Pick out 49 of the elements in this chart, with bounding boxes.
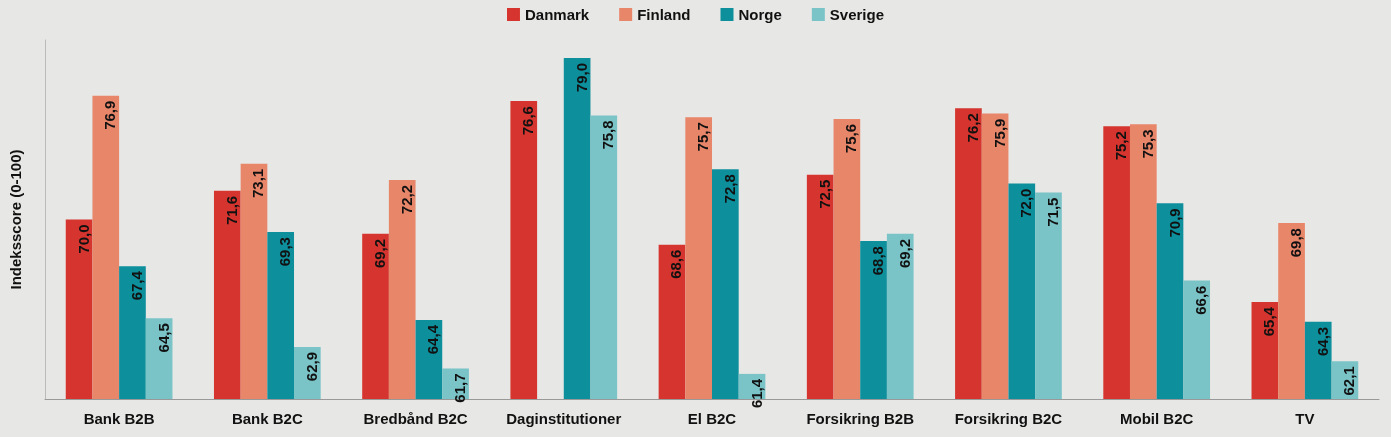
x-tick-label: Mobil B2C	[1119, 410, 1194, 427]
legend-label: Finland	[637, 6, 691, 23]
x-tick-label: Bank B2B	[83, 410, 155, 427]
data-label: 75,7	[694, 122, 712, 152]
data-label: 73,1	[249, 168, 267, 199]
data-label: 61,7	[451, 373, 469, 403]
x-tick-label: Bredbånd B2C	[363, 410, 468, 427]
data-label: 64,3	[1313, 326, 1331, 357]
legend-label: Sverige	[829, 6, 885, 23]
data-label: 75,9	[990, 118, 1008, 148]
x-tick-label: Forsikring B2C	[954, 410, 1063, 427]
data-label: 72,5	[815, 179, 833, 209]
data-label: 68,6	[667, 249, 685, 279]
data-label: 70,0	[74, 224, 92, 254]
legend-label: Norge	[738, 6, 782, 23]
x-tick-label: El B2C	[687, 410, 737, 427]
x-tick-label: Bank B2C	[231, 410, 303, 427]
data-label: 72,8	[720, 174, 738, 204]
data-label: 76,6	[519, 106, 537, 136]
data-label: 71,6	[222, 195, 240, 225]
data-label: 76,9	[101, 100, 119, 130]
data-label: 64,5	[154, 323, 172, 353]
legend-label: Danmark	[524, 6, 590, 23]
x-tick-label: TV	[1295, 410, 1315, 427]
data-label: 72,0	[1017, 188, 1035, 218]
data-label: 69,3	[276, 237, 294, 267]
data-label: 70,9	[1165, 208, 1183, 238]
data-label: 75,2	[1112, 131, 1130, 161]
data-label: 69,2	[371, 238, 389, 269]
data-label: 67,4	[127, 270, 145, 301]
x-tick-label: Daginstitutioner	[506, 410, 622, 427]
data-label: 69,2	[895, 238, 913, 269]
data-label: 61,4	[747, 378, 765, 409]
data-label: 75,3	[1138, 129, 1156, 159]
data-label: 75,8	[599, 120, 617, 150]
data-label: 66,6	[1192, 285, 1210, 315]
data-label: 62,1	[1340, 366, 1358, 396]
y-axis-title: Indeksscore (0-100)	[7, 149, 24, 290]
data-label: 76,2	[963, 113, 981, 143]
x-tick-label: Forsikring B2B	[806, 410, 915, 427]
data-label: 65,4	[1260, 306, 1278, 337]
data-label: 69,8	[1287, 228, 1305, 258]
data-label: 75,6	[842, 123, 860, 154]
data-label: 71,5	[1043, 197, 1061, 227]
data-label: 68,8	[869, 246, 887, 276]
data-label: 72,2	[397, 185, 415, 215]
data-label: 62,9	[302, 351, 320, 382]
data-label: 79,0	[572, 62, 590, 93]
data-label: 64,4	[424, 324, 442, 355]
